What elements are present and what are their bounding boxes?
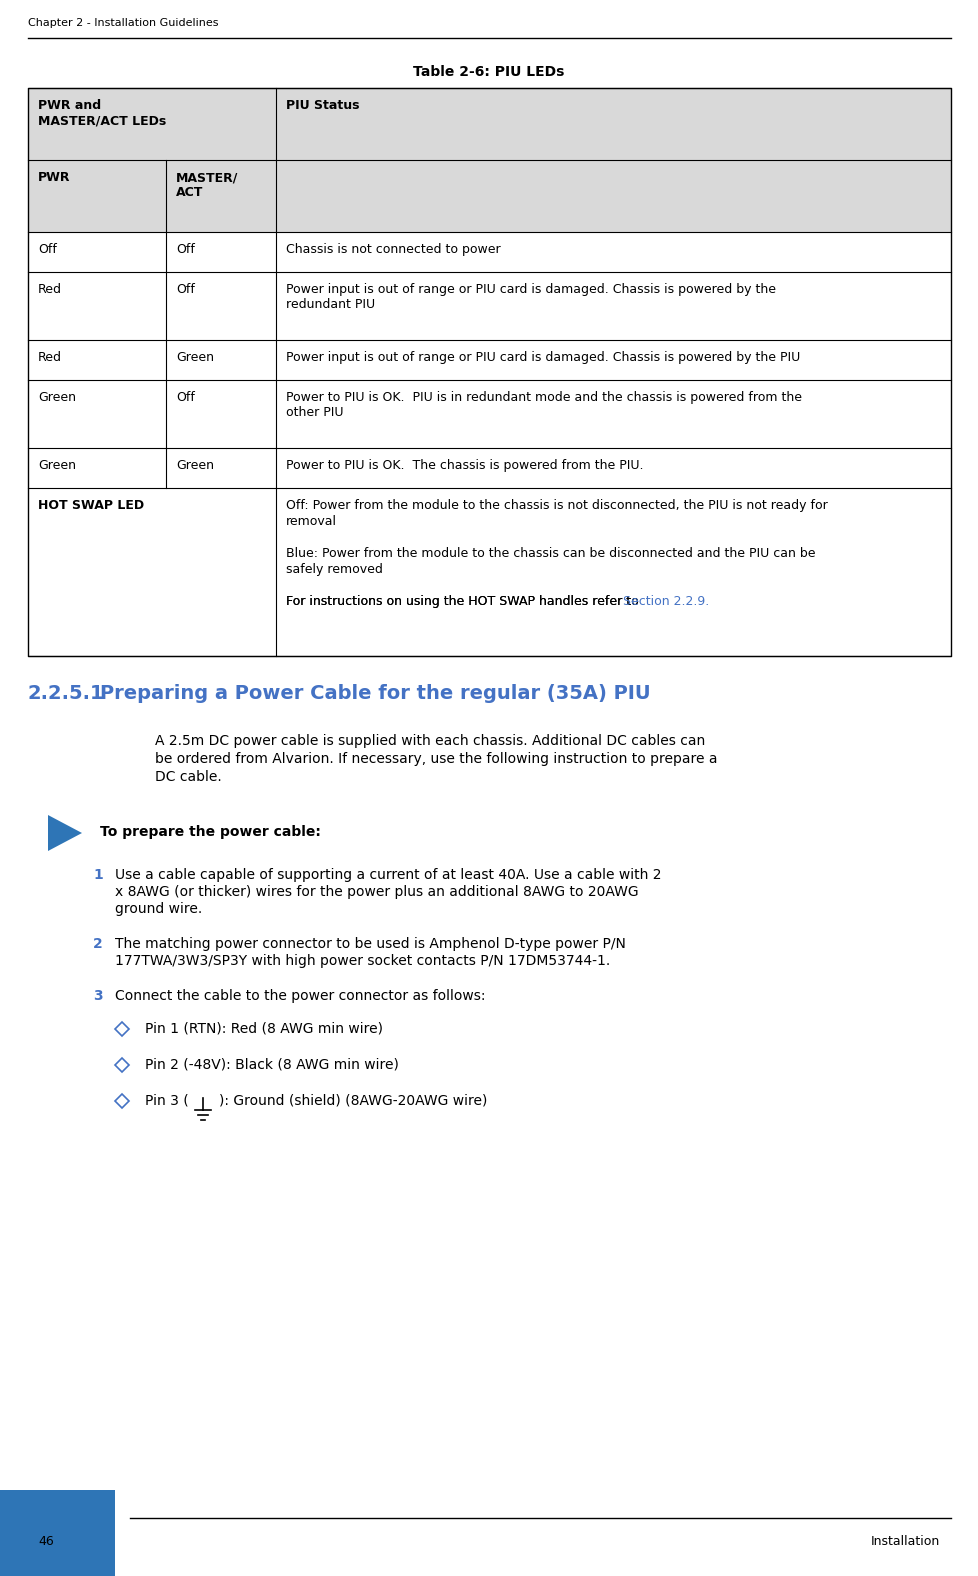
- Text: 2: 2: [93, 938, 103, 950]
- Text: Table 2-6: PIU LEDs: Table 2-6: PIU LEDs: [413, 65, 564, 79]
- Text: removal: removal: [286, 515, 336, 528]
- Text: Preparing a Power Cable for the regular (35A) PIU: Preparing a Power Cable for the regular …: [100, 684, 650, 703]
- Text: safely removed: safely removed: [286, 563, 382, 575]
- Text: Green: Green: [38, 391, 76, 403]
- Text: DC cable.: DC cable.: [155, 771, 222, 783]
- Bar: [28, 380, 950, 448]
- Text: Off: Off: [38, 243, 57, 255]
- Text: For instructions on using the HOT SWAP handles refer to: For instructions on using the HOT SWAP h…: [286, 596, 643, 608]
- Text: 2.2.5.1: 2.2.5.1: [28, 684, 105, 703]
- Bar: [28, 88, 950, 656]
- Text: 177TWA/3W3/SP3Y with high power socket contacts P/N 17DM53744-1.: 177TWA/3W3/SP3Y with high power socket c…: [114, 953, 609, 968]
- Text: The matching power connector to be used is Amphenol D-type power P/N: The matching power connector to be used …: [114, 938, 625, 950]
- Text: Connect the cable to the power connector as follows:: Connect the cable to the power connector…: [114, 990, 485, 1002]
- Text: Pin 1 (RTN): Red (8 AWG min wire): Pin 1 (RTN): Red (8 AWG min wire): [145, 1021, 382, 1035]
- Text: Red: Red: [38, 284, 62, 296]
- Text: Off: Power from the module to the chassis is not disconnected, the PIU is not re: Off: Power from the module to the chassi…: [286, 500, 827, 512]
- Text: Section 2.2.9.: Section 2.2.9.: [622, 596, 708, 608]
- Text: x 8AWG (or thicker) wires for the power plus an additional 8AWG to 20AWG: x 8AWG (or thicker) wires for the power …: [114, 886, 638, 898]
- Text: PWR and
MASTER/ACT LEDs: PWR and MASTER/ACT LEDs: [38, 99, 166, 128]
- Bar: [28, 489, 950, 656]
- Text: Green: Green: [176, 459, 214, 471]
- Text: Green: Green: [38, 459, 76, 471]
- Text: Chassis is not connected to power: Chassis is not connected to power: [286, 243, 500, 255]
- Text: Power input is out of range or PIU card is damaged. Chassis is powered by the
re: Power input is out of range or PIU card …: [286, 284, 776, 310]
- Text: Off: Off: [176, 284, 195, 296]
- Text: Chapter 2 - Installation Guidelines: Chapter 2 - Installation Guidelines: [28, 17, 218, 28]
- Text: Pin 3 (: Pin 3 (: [145, 1094, 193, 1106]
- Text: Off: Off: [176, 243, 195, 255]
- Bar: [28, 273, 950, 340]
- Text: Red: Red: [38, 351, 62, 364]
- Bar: [28, 232, 950, 273]
- Text: A 2.5m DC power cable is supplied with each chassis. Additional DC cables can: A 2.5m DC power cable is supplied with e…: [155, 734, 704, 749]
- Text: Off: Off: [176, 391, 195, 403]
- Text: PIU Status: PIU Status: [286, 99, 359, 112]
- Text: PWR: PWR: [38, 172, 70, 184]
- Bar: [28, 161, 950, 232]
- Bar: [28, 88, 950, 161]
- Text: 1: 1: [93, 868, 103, 883]
- Text: To prepare the power cable:: To prepare the power cable:: [100, 824, 321, 838]
- Text: Installation: Installation: [869, 1535, 939, 1548]
- Text: Blue: Power from the module to the chassis can be disconnected and the PIU can b: Blue: Power from the module to the chass…: [286, 547, 815, 559]
- Text: For instructions on using the HOT SWAP handles refer to: For instructions on using the HOT SWAP h…: [286, 596, 643, 608]
- Text: ground wire.: ground wire.: [114, 901, 202, 916]
- Text: HOT SWAP LED: HOT SWAP LED: [38, 500, 144, 512]
- Text: Pin 2 (-48V): Black (8 AWG min wire): Pin 2 (-48V): Black (8 AWG min wire): [145, 1057, 398, 1072]
- Text: be ordered from Alvarion. If necessary, use the following instruction to prepare: be ordered from Alvarion. If necessary, …: [155, 752, 717, 766]
- Text: 46: 46: [38, 1535, 54, 1548]
- Text: Power input is out of range or PIU card is damaged. Chassis is powered by the PI: Power input is out of range or PIU card …: [286, 351, 799, 364]
- Text: 3: 3: [93, 990, 103, 1002]
- Bar: [28, 340, 950, 380]
- Text: Use a cable capable of supporting a current of at least 40A. Use a cable with 2: Use a cable capable of supporting a curr…: [114, 868, 661, 883]
- Bar: [28, 448, 950, 489]
- Bar: [0, 1489, 114, 1576]
- Text: Green: Green: [176, 351, 214, 364]
- Text: Power to PIU is OK.  PIU is in redundant mode and the chassis is powered from th: Power to PIU is OK. PIU is in redundant …: [286, 391, 801, 419]
- Text: Power to PIU is OK.  The chassis is powered from the PIU.: Power to PIU is OK. The chassis is power…: [286, 459, 643, 471]
- Polygon shape: [48, 815, 82, 851]
- Text: MASTER/
ACT: MASTER/ ACT: [176, 172, 238, 199]
- Text: ): Ground (shield) (8AWG-20AWG wire): ): Ground (shield) (8AWG-20AWG wire): [219, 1094, 487, 1106]
